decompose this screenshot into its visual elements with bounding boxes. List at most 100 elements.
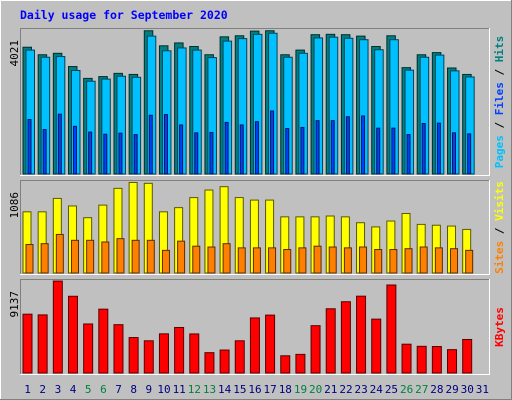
panel-kbytes-legend: KBytes	[493, 307, 506, 347]
bar-kbytes-kbytes-day-26	[401, 343, 412, 374]
x-tick-label-day-1: 1	[24, 383, 31, 396]
bar-kbytes-kbytes-day-14	[219, 349, 230, 374]
bar-hits-pages-day-2	[42, 129, 47, 175]
bar-hits-pages-day-1	[27, 119, 32, 175]
bar-visits-sites-day-7	[116, 238, 125, 274]
bar-hits-pages-day-3	[57, 113, 62, 175]
bar-visits-sites-day-19	[298, 247, 307, 274]
panel-kbytes-max-label: 9137	[8, 291, 21, 318]
x-tick-label-day-7: 7	[115, 383, 122, 396]
x-tick-label-day-2: 2	[39, 383, 46, 396]
chart-title: Daily usage for September 2020	[20, 8, 228, 22]
bar-kbytes-kbytes-day-15	[234, 340, 245, 374]
bar-hits-pages-day-12	[194, 132, 199, 175]
x-tick-label-day-12: 12	[188, 383, 201, 396]
x-tick-label-day-14: 14	[218, 383, 232, 396]
x-tick-label-day-16: 16	[248, 383, 261, 396]
x-axis-labels: 1 2 3 4 5 6 7 8 9 10 11 12 13 14 15 16 17 18 19 20 21 22 23 24 2…	[24, 383, 489, 396]
bar-kbytes-kbytes-day-8	[128, 337, 139, 374]
bar-visits-sites-day-2	[40, 243, 49, 274]
bar-visits-sites-day-22	[343, 247, 352, 274]
panel-hits-max-label: 4021	[8, 40, 21, 67]
bar-hits-pages-day-7	[118, 132, 123, 175]
bar-visits-sites-day-18	[283, 249, 292, 274]
bar-hits-pages-day-26	[406, 134, 411, 175]
bar-kbytes-kbytes-day-10	[158, 333, 169, 374]
bar-visits-sites-day-28	[434, 247, 443, 274]
bar-kbytes-kbytes-day-23	[356, 295, 367, 374]
bar-visits-sites-day-13	[207, 246, 216, 274]
bar-kbytes-kbytes-day-17	[265, 314, 276, 374]
bar-visits-sites-day-4	[70, 239, 79, 274]
bar-kbytes-kbytes-day-3	[52, 280, 63, 374]
bar-hits-pages-day-21	[330, 120, 335, 175]
bar-kbytes-kbytes-day-9	[143, 340, 154, 374]
bar-visits-sites-day-27	[419, 246, 428, 274]
bar-kbytes-kbytes-day-21	[325, 308, 336, 374]
bar-hits-pages-day-10	[163, 114, 168, 175]
x-tick-label-day-3: 3	[55, 383, 62, 396]
x-tick-label-day-23: 23	[355, 383, 368, 396]
bar-kbytes-kbytes-day-30	[462, 338, 473, 374]
bar-hits-pages-day-15	[239, 124, 244, 175]
bar-visits-sites-day-5	[86, 239, 95, 274]
x-tick-label-day-18: 18	[279, 383, 292, 396]
x-tick-label-day-21: 21	[324, 383, 337, 396]
bar-hits-pages-day-13	[209, 131, 214, 175]
bar-kbytes-kbytes-day-6	[98, 308, 109, 374]
bar-visits-sites-day-24	[374, 249, 383, 274]
bar-kbytes-kbytes-day-28	[431, 346, 442, 374]
bar-hits-pages-day-29	[452, 132, 457, 175]
bar-visits-sites-day-20	[313, 245, 322, 274]
panel-visits-legend: Sites / Visits	[493, 181, 506, 274]
bar-hits-pages-day-9	[148, 114, 153, 175]
bar-kbytes-kbytes-day-16	[249, 317, 260, 374]
x-tick-label-day-4: 4	[70, 383, 77, 396]
x-tick-label-day-20: 20	[309, 383, 322, 396]
bar-visits-sites-day-14	[222, 243, 231, 274]
x-tick-label-day-11: 11	[173, 383, 186, 396]
panel-hits: 4021 Pages / Files / Hits	[8, 28, 506, 176]
bar-visits-sites-day-15	[237, 247, 246, 274]
x-tick-label-day-5: 5	[85, 383, 92, 396]
panel-hits-legend: Pages / Files / Hits	[493, 36, 506, 169]
bar-kbytes-kbytes-day-12	[189, 333, 200, 374]
x-tick-label-day-28: 28	[430, 383, 443, 396]
bar-hits-pages-day-19	[300, 126, 305, 175]
x-tick-label-day-9: 9	[146, 383, 153, 396]
bar-hits-pages-day-16	[254, 121, 259, 175]
bar-kbytes-kbytes-day-18	[280, 355, 291, 374]
bar-visits-sites-day-21	[328, 246, 337, 274]
bar-kbytes-kbytes-day-13	[204, 352, 215, 374]
x-tick-label-day-15: 15	[233, 383, 246, 396]
x-tick-label-day-10: 10	[157, 383, 170, 396]
bar-hits-pages-day-25	[391, 127, 396, 175]
x-tick-label-day-26: 26	[400, 383, 413, 396]
panel-visits: 1086 Sites / Visits	[8, 180, 506, 275]
bar-hits-pages-day-5	[88, 131, 93, 175]
panel-visits-max-label: 1086	[8, 192, 21, 219]
bar-kbytes-kbytes-day-4	[67, 295, 78, 374]
bar-visits-sites-day-9	[146, 239, 155, 274]
bar-visits-sites-day-29	[450, 248, 459, 274]
bar-visits-sites-day-16	[252, 247, 261, 274]
bar-visits-sites-day-3	[55, 233, 64, 274]
bar-hits-pages-day-27	[421, 123, 426, 175]
bar-visits-sites-day-17	[268, 247, 277, 274]
bar-kbytes-kbytes-day-1	[22, 313, 33, 374]
x-tick-label-day-31: 31	[476, 383, 489, 396]
bar-visits-sites-day-1	[25, 244, 34, 274]
bar-kbytes-kbytes-day-7	[113, 324, 124, 374]
bar-visits-sites-day-25	[389, 249, 398, 274]
bar-hits-pages-day-4	[72, 125, 77, 175]
x-tick-label-day-6: 6	[100, 383, 107, 396]
bar-hits-pages-day-23	[361, 115, 366, 175]
bar-kbytes-kbytes-day-29	[447, 349, 458, 374]
x-tick-label-day-25: 25	[385, 383, 398, 396]
bar-hits-pages-day-24	[376, 127, 381, 175]
x-tick-label-day-30: 30	[461, 383, 474, 396]
bar-kbytes-kbytes-day-2	[37, 314, 48, 374]
x-tick-label-day-8: 8	[130, 383, 137, 396]
bar-visits-sites-day-11	[177, 240, 186, 274]
